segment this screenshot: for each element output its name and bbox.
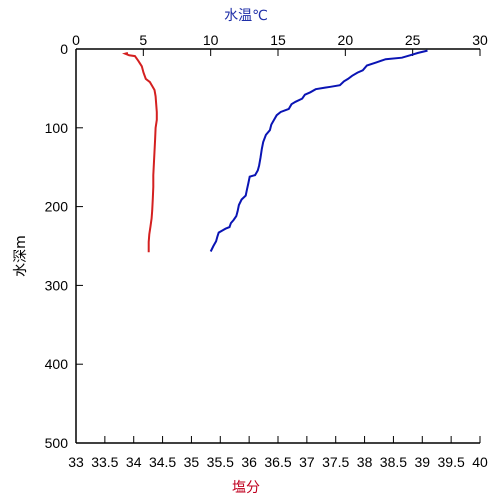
plot-frame [75,48,480,444]
left-tick-label: 0 [60,41,68,57]
top-tick-label: 20 [338,32,354,48]
left-tick-label: 500 [45,435,69,451]
left-tick-label: 300 [45,277,69,293]
salinity-profile-line [122,51,158,253]
bottom-tick-label: 38 [357,454,373,470]
bottom-tick-label: 39 [414,454,430,470]
bottom-tick-label: 38.5 [380,454,407,470]
left-tick-label: 200 [45,199,69,215]
bottom-tick-label: 36.5 [264,454,291,470]
top-axis-title: 水温℃ [224,8,268,24]
bottom-tick-label: 36 [241,454,257,470]
bottom-axis-ticks: 33 33.5 34 34.5 35 35.5 36 36.5 37 37.5 38 38.5 39 39… [68,436,488,470]
left-tick-label: 400 [45,356,69,372]
bottom-axis-title: 塩分 [232,480,260,496]
temperature-profile-line [209,49,428,252]
top-tick-label: 5 [139,32,147,48]
top-tick-label: 25 [405,32,421,48]
top-tick-label: 30 [472,32,488,48]
series-group [122,49,428,253]
bottom-tick-label: 33 [68,454,84,470]
top-axis-ticks: 0 5 10 15 20 25 30 [72,32,488,56]
bottom-tick-label: 35 [184,454,200,470]
top-tick-label: 15 [270,32,286,48]
top-tick-label: 0 [72,32,80,48]
bottom-tick-label: 33.5 [91,454,118,470]
bottom-tick-label: 37 [299,454,315,470]
left-tick-label: 100 [45,120,69,136]
left-axis-title: 水深m [13,235,29,277]
left-axis-ticks: 0 100 200 300 400 500 [45,41,83,451]
bottom-tick-label: 37.5 [322,454,349,470]
bottom-tick-label: 34.5 [149,454,176,470]
top-tick-label: 10 [203,32,219,48]
bottom-tick-label: 39.5 [438,454,465,470]
bottom-tick-label: 34 [126,454,142,470]
bottom-tick-label: 40 [472,454,488,470]
bottom-tick-label: 35.5 [207,454,234,470]
